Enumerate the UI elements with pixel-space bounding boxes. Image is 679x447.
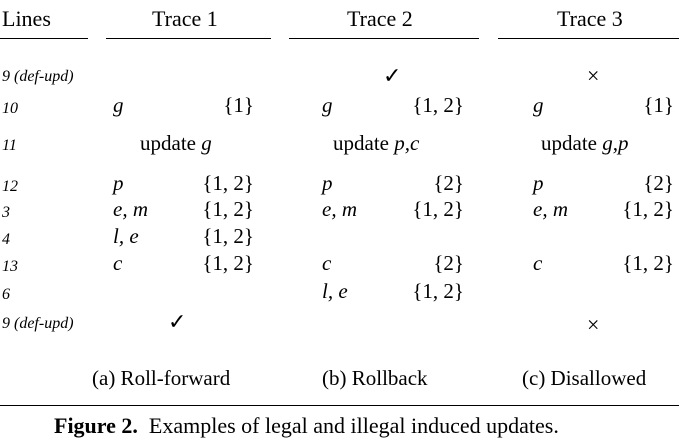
line-number: 11 bbox=[2, 137, 17, 154]
trace-2-variable: p bbox=[322, 171, 333, 195]
line-number: 3 bbox=[2, 204, 10, 221]
trace-3-set: {1} bbox=[643, 93, 674, 117]
trace-3-variable: e, m bbox=[533, 197, 568, 221]
line-number: 10 bbox=[2, 100, 18, 117]
trace-2-set: {1, 2} bbox=[412, 279, 464, 303]
subcaption-a: (a) Roll-forward bbox=[92, 366, 231, 390]
check-mark: ✓ bbox=[168, 309, 187, 334]
trace-3-variable: p bbox=[533, 171, 544, 195]
trace-3-update: update g,p bbox=[541, 131, 628, 156]
trace-1-variable: g bbox=[113, 93, 124, 117]
trace-2-set: {2} bbox=[433, 251, 464, 275]
header-rule-trace-3 bbox=[498, 38, 679, 39]
line-number: 4 bbox=[2, 231, 10, 248]
trace-3-set: {1, 2} bbox=[622, 197, 674, 221]
trace-1-set: {1, 2} bbox=[202, 251, 254, 275]
trace-2-variable: c bbox=[322, 251, 332, 275]
trace-1-variable: p bbox=[113, 171, 124, 195]
check-mark: ✓ bbox=[383, 63, 402, 88]
figure-caption: Figure 2. Examples of legal and illegal … bbox=[54, 413, 559, 439]
figure-caption-text: Examples of legal and illegal induced up… bbox=[148, 413, 559, 438]
trace-3-variable: c bbox=[533, 251, 543, 275]
trace-1-set: {1, 2} bbox=[202, 197, 254, 221]
trace-1-update: update g bbox=[140, 131, 212, 156]
update-variables: g,p bbox=[602, 131, 629, 155]
trace-2-variable: g bbox=[322, 93, 333, 117]
trace-1-set: {1, 2} bbox=[202, 224, 254, 248]
line-number: 13 bbox=[2, 258, 18, 275]
update-word: update bbox=[541, 131, 597, 155]
subcaption-b: (b) Rollback bbox=[322, 366, 428, 390]
trace-2-variable: e, m bbox=[322, 197, 357, 221]
header-rule-trace-1 bbox=[106, 38, 271, 39]
trace-1-variable: c bbox=[113, 251, 123, 275]
line-number: 9 (def-upd) bbox=[2, 315, 74, 332]
cross-mark: × bbox=[587, 63, 600, 88]
header-trace-1: Trace 1 bbox=[152, 6, 218, 31]
trace-2-set: {2} bbox=[433, 171, 464, 195]
header-rule-lines bbox=[0, 38, 88, 39]
figure-label: Figure 2. bbox=[54, 413, 138, 438]
trace-3-set: {1, 2} bbox=[622, 251, 674, 275]
line-number: 12 bbox=[2, 178, 18, 195]
update-variables: p,c bbox=[394, 131, 420, 155]
header-rule-trace-2 bbox=[289, 38, 479, 39]
line-number: 9 (def-upd) bbox=[2, 68, 74, 85]
header-lines: Lines bbox=[2, 6, 51, 31]
header-trace-2: Trace 2 bbox=[347, 6, 413, 31]
cross-mark: × bbox=[587, 312, 600, 337]
trace-2-variable: l, e bbox=[322, 279, 348, 303]
trace-2-set: {1, 2} bbox=[412, 93, 464, 117]
update-word: update bbox=[333, 131, 389, 155]
subcaption-c: (c) Disallowed bbox=[522, 366, 647, 390]
trace-1-variable: l, e bbox=[113, 224, 139, 248]
trace-1-set: {1} bbox=[223, 93, 254, 117]
update-word: update bbox=[140, 131, 196, 155]
trace-3-variable: g bbox=[533, 93, 544, 117]
trace-2-set: {1, 2} bbox=[412, 197, 464, 221]
caption-rule bbox=[0, 405, 679, 406]
update-variables: g bbox=[201, 131, 212, 155]
trace-1-set: {1, 2} bbox=[202, 171, 254, 195]
trace-1-variable: e, m bbox=[113, 197, 148, 221]
trace-3-set: {2} bbox=[643, 171, 674, 195]
line-number: 6 bbox=[2, 286, 10, 303]
header-trace-3: Trace 3 bbox=[557, 6, 623, 31]
trace-2-update: update p,c bbox=[333, 131, 419, 156]
